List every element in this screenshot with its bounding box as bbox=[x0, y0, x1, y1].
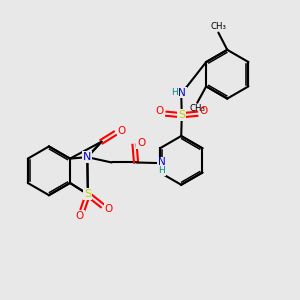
Text: N: N bbox=[158, 158, 166, 167]
Text: CH₃: CH₃ bbox=[189, 104, 205, 113]
Text: O: O bbox=[75, 211, 84, 221]
Text: N: N bbox=[178, 88, 186, 98]
Text: S: S bbox=[84, 189, 92, 199]
Text: O: O bbox=[137, 138, 145, 148]
Text: O: O bbox=[156, 106, 164, 116]
Text: O: O bbox=[200, 106, 208, 116]
Text: CH₃: CH₃ bbox=[210, 22, 226, 31]
Text: H: H bbox=[158, 166, 165, 175]
Text: H: H bbox=[171, 88, 178, 97]
Text: O: O bbox=[117, 126, 126, 136]
Text: S: S bbox=[178, 110, 185, 120]
Text: N: N bbox=[83, 152, 92, 162]
Text: O: O bbox=[105, 204, 113, 214]
